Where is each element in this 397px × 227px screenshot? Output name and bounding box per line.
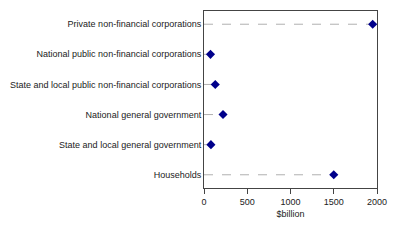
svg-text:State and local general govern: State and local general government [59, 140, 202, 150]
svg-text:1000: 1000 [280, 197, 300, 207]
svg-text:Private non-financial corporat: Private non-financial corporations [68, 19, 202, 29]
svg-text:1500: 1500 [324, 197, 344, 207]
svg-text:Households: Households [154, 170, 202, 180]
svg-text:National public non-financial: National public non-financial corporatio… [37, 49, 202, 59]
svg-text:2000: 2000 [367, 197, 387, 207]
svg-text:National general government: National general government [86, 110, 202, 120]
svg-text:0: 0 [201, 197, 206, 207]
svg-text:State and local public non-fin: State and local public non-financial cor… [10, 80, 202, 90]
svg-text:$billion: $billion [276, 209, 304, 219]
svg-text:500: 500 [240, 197, 255, 207]
